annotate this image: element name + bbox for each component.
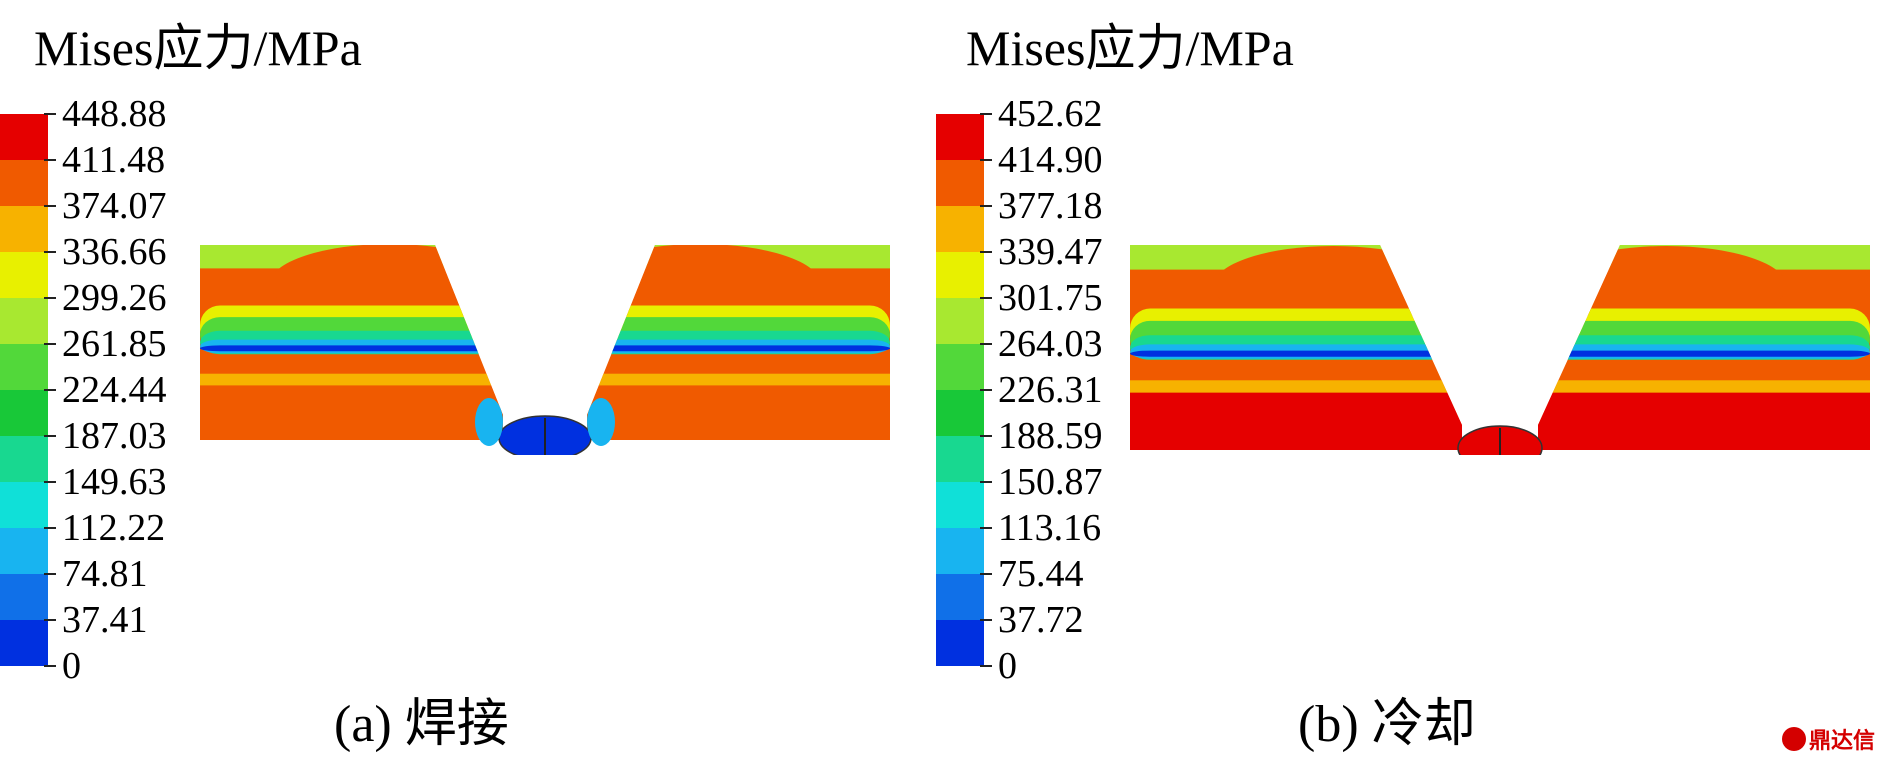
colorbar-tick xyxy=(980,297,992,299)
caption: (a) 焊接 xyxy=(334,696,509,753)
colorbar-tick xyxy=(980,205,992,207)
colorbar-swatch xyxy=(936,252,984,298)
colorbar-tick xyxy=(980,389,992,391)
colorbar-tick-label: 452.62 xyxy=(998,93,1103,135)
stress-contour-plot xyxy=(200,245,890,455)
band-lower-mid xyxy=(200,373,890,386)
colorbar-tick xyxy=(44,435,56,437)
colorbar-swatch xyxy=(0,298,48,344)
colorbar-tick-label: 299.26 xyxy=(62,277,167,319)
legend-title: Mises应力/MPa xyxy=(966,20,1294,76)
logo-icon xyxy=(1781,727,1806,751)
colorbar-tick-label: 261.85 xyxy=(62,323,167,365)
colorbar-swatch xyxy=(936,436,984,482)
colorbar-tick xyxy=(980,573,992,575)
caption: (b) 冷却 xyxy=(1298,696,1476,753)
colorbar-tick-label: 149.63 xyxy=(62,461,167,503)
colorbar-swatch xyxy=(0,206,48,252)
colorbar-tick xyxy=(44,389,56,391)
colorbar-tick-label: 374.07 xyxy=(62,185,167,227)
colorbar xyxy=(936,114,984,666)
colorbar-tick xyxy=(44,573,56,575)
colorbar-swatch xyxy=(936,206,984,252)
colorbar-tick-label: 224.44 xyxy=(62,369,167,411)
colorbar-tick-label: 75.44 xyxy=(998,553,1084,595)
colorbar-tick xyxy=(44,481,56,483)
panel-welding: Mises应力/MPa 448.88 411.48 374.07 336.66 299.… xyxy=(0,0,930,763)
colorbar-swatch xyxy=(936,114,984,160)
heat-zone-right xyxy=(587,398,615,446)
watermark-text: 鼎达信 xyxy=(1808,729,1875,754)
colorbar-tick xyxy=(44,251,56,253)
colorbar-tick-label: 414.90 xyxy=(998,139,1103,181)
colorbar-tick xyxy=(980,435,992,437)
colorbar-tick-label: 264.03 xyxy=(998,323,1103,365)
colorbar-tick xyxy=(980,481,992,483)
colorbar-swatch xyxy=(936,620,984,666)
colorbar-tick xyxy=(44,343,56,345)
colorbar-tick-label: 301.75 xyxy=(998,277,1103,319)
colorbar-swatch xyxy=(936,482,984,528)
colorbar-swatch xyxy=(936,298,984,344)
colorbar-tick-label: 113.16 xyxy=(998,507,1102,549)
colorbar-swatch xyxy=(936,160,984,206)
colorbar-tick-label: 74.81 xyxy=(62,553,148,595)
colorbar-tick xyxy=(44,527,56,529)
colorbar-swatch xyxy=(0,620,48,666)
colorbar-swatch xyxy=(0,574,48,620)
colorbar-swatch xyxy=(0,160,48,206)
stress-bands xyxy=(1130,245,1870,450)
colorbar-tick-label: 448.88 xyxy=(62,93,167,135)
colorbar-swatch xyxy=(0,436,48,482)
colorbar-tick xyxy=(980,159,992,161)
colorbar-tick-label: 112.22 xyxy=(62,507,166,549)
colorbar-swatch xyxy=(0,528,48,574)
colorbar-tick-label: 226.31 xyxy=(998,369,1103,411)
colorbar-tick xyxy=(44,113,56,115)
stress-contour-plot xyxy=(1130,245,1870,455)
colorbar-tick-label: 339.47 xyxy=(998,231,1103,273)
colorbar-tick-label: 150.87 xyxy=(998,461,1103,503)
colorbar-tick-label: 37.41 xyxy=(62,599,148,641)
band-mid xyxy=(1130,350,1870,357)
colorbar-swatch xyxy=(0,344,48,390)
watermark-logo: 鼎达信 xyxy=(1781,723,1875,755)
colorbar-tick xyxy=(44,205,56,207)
colorbar xyxy=(0,114,48,666)
colorbar-swatch xyxy=(0,252,48,298)
colorbar-swatch xyxy=(0,390,48,436)
heat-zone-left xyxy=(475,398,503,446)
colorbar-swatch xyxy=(0,114,48,160)
colorbar-swatch xyxy=(936,390,984,436)
colorbar-tick xyxy=(44,665,56,667)
band-lower-mid xyxy=(1130,380,1870,393)
colorbar-tick xyxy=(44,159,56,161)
colorbar-tick-label: 188.59 xyxy=(998,415,1103,457)
colorbar-tick-label: 37.72 xyxy=(998,599,1084,641)
colorbar-swatch xyxy=(0,482,48,528)
stress-bands xyxy=(200,245,890,440)
colorbar-tick-label: 336.66 xyxy=(62,231,167,273)
panel-cooling: Mises应力/MPa 452.62 414.90 377.18 339.47 301.… xyxy=(930,0,1881,763)
band-mid xyxy=(200,345,890,352)
colorbar-tick-label: 411.48 xyxy=(62,139,166,181)
colorbar-swatch xyxy=(936,528,984,574)
colorbar-swatch xyxy=(936,344,984,390)
colorbar-tick-label: 187.03 xyxy=(62,415,167,457)
colorbar-tick-label: 377.18 xyxy=(998,185,1103,227)
colorbar-tick-label: 0 xyxy=(998,645,1017,687)
colorbar-tick xyxy=(980,527,992,529)
legend-title: Mises应力/MPa xyxy=(34,20,362,76)
colorbar-tick xyxy=(980,113,992,115)
colorbar-tick-label: 0 xyxy=(62,645,81,687)
colorbar-tick xyxy=(980,665,992,667)
colorbar-tick xyxy=(980,619,992,621)
colorbar-tick xyxy=(44,297,56,299)
colorbar-tick xyxy=(980,343,992,345)
colorbar-tick xyxy=(980,251,992,253)
colorbar-swatch xyxy=(936,574,984,620)
colorbar-tick xyxy=(44,619,56,621)
